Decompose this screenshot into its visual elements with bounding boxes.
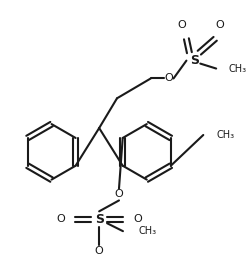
Text: O: O [114,190,123,199]
Text: S: S [95,213,104,226]
Text: O: O [95,246,104,256]
Text: S: S [190,54,199,67]
Text: O: O [177,20,186,30]
Text: CH₃: CH₃ [139,226,157,236]
Text: O: O [134,214,142,224]
Text: O: O [216,20,224,30]
Text: O: O [164,73,173,84]
Text: CH₃: CH₃ [228,64,246,73]
Text: O: O [56,214,65,224]
Text: CH₃: CH₃ [216,130,234,140]
